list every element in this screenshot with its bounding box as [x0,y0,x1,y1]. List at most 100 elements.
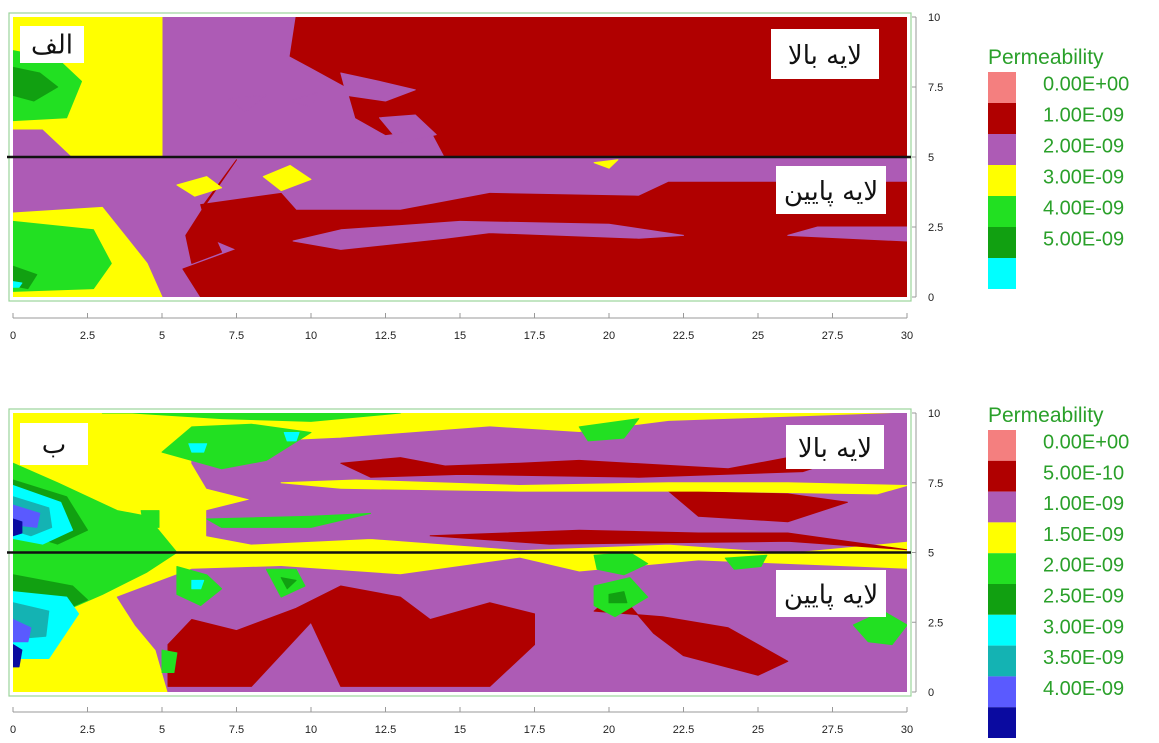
legend-entry-label: 5.00E-09 [1043,229,1124,251]
contour-region-5 [787,226,907,242]
legend-entry-label: 2.00E-09 [1043,555,1124,577]
panel-bottom: 0 2.5 5 7.5 10 12.5 15 17.5 20 22.5 25 27.5 30 0 2.5 5 7… [7,404,1129,738]
contour-region-17 [13,66,59,102]
contour-region-10 [161,423,312,470]
y-tick-label: 0 [928,292,934,304]
legend-swatch [988,258,1016,289]
legend-entry-label: 0.00E+00 [1043,431,1129,453]
legend-swatch [988,196,1016,227]
lower-layer-label-box [776,570,886,617]
upper-layer-label-box [786,425,884,469]
x-tick-label: 15 [454,330,466,342]
contour-region-8 [227,94,267,113]
y-tick-label: 2.5 [928,222,943,234]
x-tick-label: 10 [305,724,317,736]
y-tick-label: 7.5 [928,478,943,490]
legend-swatch [988,430,1016,461]
contour-region-21 [161,649,178,673]
x-tick-label: 2.5 [80,330,95,342]
contour-region-5 [429,529,907,551]
contour-region-25 [280,577,297,590]
x-tick-label: 22.5 [673,724,694,736]
contour-region-19 [13,281,23,288]
x-tick-label: 7.5 [229,724,244,736]
lower-layer-label: لایه پایین [784,177,878,207]
panel-label: الف [31,31,73,61]
x-tick-label: 5 [159,724,165,736]
legend-swatch [988,72,1016,103]
contour-region-1 [289,17,907,158]
x-tick-label: 22.5 [673,330,694,342]
legend-swatch [988,103,1016,134]
contour-region-9 [289,92,318,108]
y-tick-label: 10 [928,12,940,24]
contour-region-16 [13,220,112,292]
contour-region-24 [608,591,628,604]
x-tick-label: 0 [10,330,16,342]
panel-label-box [20,26,84,63]
legend-title: Permeability [988,46,1104,69]
x-tick-label: 27.5 [822,330,843,342]
x-tick-label: 20 [603,724,615,736]
legend-swatch [988,584,1016,615]
x-tick-label: 15 [454,724,466,736]
lower-layer-label: لایه پایین [784,581,878,611]
x-tick-label: 25 [752,724,764,736]
legend-swatch [988,676,1016,708]
contour-region-28 [188,443,208,453]
legend-swatch [988,707,1016,738]
legend-swatch [988,553,1016,584]
y-tick-label: 5 [928,548,934,560]
legend-swatch [988,645,1016,677]
legend-entry-label: 4.00E-09 [1043,198,1124,220]
contour-region-17 [724,554,768,570]
legend-swatch [988,134,1016,165]
legend-entry-label: 5.00E-10 [1043,462,1124,484]
x-tick-label: 10 [305,330,317,342]
x-tick-label: 12.5 [375,724,396,736]
contour-region-36 [13,644,23,668]
legend-entry-label: 2.50E-09 [1043,585,1124,607]
contour-region-20 [140,510,160,528]
upper-layer-label: لایه بالا [798,434,872,464]
contour-region-13 [262,164,312,192]
x-tick-label: 12.5 [375,330,396,342]
contour-region-4 [668,490,848,523]
panel-label-box [20,423,88,465]
contour-region-34 [13,619,32,643]
panel-label: ب [42,430,66,460]
legend-entry-label: 4.00E-09 [1043,678,1124,700]
contour-region-19 [206,512,372,528]
contour-plot [13,17,907,297]
contour-region-14 [593,159,619,169]
contour-region-30 [191,579,205,590]
legend-swatch [988,522,1016,554]
legend-entry-label: 0.00E+00 [1043,74,1129,96]
legend-entry-label: 2.00E-09 [1043,136,1124,158]
upper-layer-label: لایه بالا [788,41,862,71]
contour-region-9 [101,413,401,422]
contour-region-4 [292,220,684,250]
y-tick-label: 7.5 [928,82,943,94]
legend-entry-label: 1.50E-09 [1043,524,1124,546]
legend-swatch [988,460,1016,492]
x-tick-label: 27.5 [822,724,843,736]
y-tick-label: 5 [928,152,934,164]
x-tick-label: 20 [603,330,615,342]
lower-layer-label-box [776,166,886,214]
y-tick-label: 10 [928,408,940,420]
contour-region-12 [176,176,223,197]
x-tick-label: 2.5 [80,724,95,736]
legend-entry-label: 1.00E-09 [1043,105,1124,127]
legend-swatch [988,227,1016,258]
legend-title: Permeability [988,404,1104,427]
contour-region-11 [578,418,640,442]
legend-entry-label: 3.00E-09 [1043,616,1124,638]
contour-region-8 [280,479,907,495]
x-tick-label: 0 [10,724,16,736]
legend-swatch [988,165,1016,196]
legend-entry-label: 3.50E-09 [1043,647,1124,669]
x-tick-label: 7.5 [229,330,244,342]
legend-entry-label: 1.00E-09 [1043,493,1124,515]
